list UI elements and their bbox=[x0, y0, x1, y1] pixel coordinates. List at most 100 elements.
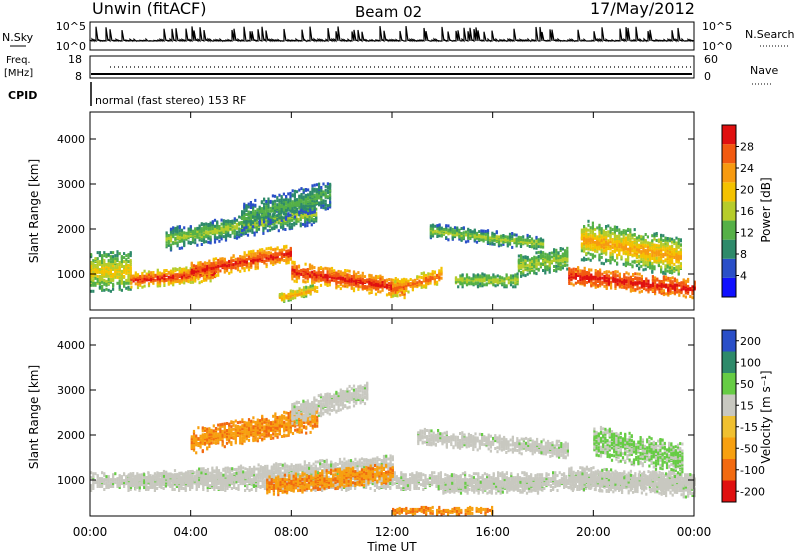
power-cell bbox=[587, 220, 589, 223]
power-cell bbox=[597, 284, 599, 287]
power-cell bbox=[329, 274, 331, 277]
power-cell bbox=[201, 233, 203, 236]
power-cell bbox=[560, 262, 562, 265]
power-cell bbox=[610, 287, 612, 290]
power-cell bbox=[327, 189, 329, 192]
power-cell bbox=[484, 277, 486, 280]
power-cell bbox=[192, 230, 194, 233]
power-cell bbox=[366, 278, 368, 281]
power-cell bbox=[479, 282, 481, 285]
power-cell bbox=[201, 243, 203, 246]
power-cell bbox=[467, 233, 469, 236]
power-cell bbox=[489, 242, 491, 245]
power-cell bbox=[614, 226, 616, 229]
power-cell bbox=[250, 255, 252, 258]
power-cell bbox=[311, 211, 313, 214]
power-cell bbox=[255, 265, 257, 268]
nsky-tick-bottom: 10^0 bbox=[56, 40, 86, 53]
power-cell bbox=[562, 264, 564, 267]
power-cell bbox=[587, 258, 589, 261]
power-cell bbox=[439, 234, 441, 237]
power-cell bbox=[620, 246, 622, 249]
power-cell bbox=[327, 267, 329, 270]
power-cell bbox=[643, 280, 645, 283]
power-cell bbox=[309, 263, 311, 266]
power-cell bbox=[294, 290, 296, 293]
power-cell bbox=[179, 279, 181, 282]
power-cell bbox=[434, 230, 436, 233]
power-cell bbox=[529, 258, 531, 261]
power-cell bbox=[364, 285, 366, 288]
power-cell bbox=[327, 204, 329, 207]
power-cell bbox=[538, 268, 540, 271]
power-cell bbox=[325, 207, 327, 210]
power-cell bbox=[174, 277, 176, 280]
power-cell bbox=[509, 233, 511, 236]
power-cell bbox=[322, 199, 324, 202]
power-cell bbox=[507, 236, 509, 239]
power-cell bbox=[172, 268, 174, 271]
power-cell bbox=[179, 247, 181, 250]
power-cell bbox=[640, 258, 642, 261]
power-cell bbox=[267, 203, 269, 206]
power-cell bbox=[307, 268, 309, 271]
power-cell bbox=[291, 223, 293, 226]
power-cell bbox=[459, 274, 461, 277]
power-cell bbox=[300, 209, 302, 212]
power-cell bbox=[335, 285, 337, 288]
power-cell bbox=[675, 265, 677, 268]
power-cell bbox=[97, 257, 99, 260]
power-cell bbox=[108, 289, 110, 292]
power-cell bbox=[544, 272, 546, 275]
power-cell bbox=[667, 270, 669, 273]
power-cell bbox=[573, 268, 575, 271]
power-cell bbox=[463, 234, 465, 237]
power-cell bbox=[522, 270, 524, 273]
power-cell bbox=[661, 290, 663, 293]
power-cell bbox=[432, 270, 434, 273]
power-cell bbox=[535, 256, 537, 259]
power-cell bbox=[414, 279, 416, 282]
power-cell bbox=[360, 279, 362, 282]
power-cell bbox=[445, 236, 447, 239]
power-cell bbox=[641, 290, 643, 293]
power-cell bbox=[590, 259, 592, 262]
power-cell bbox=[121, 255, 123, 258]
power-cell bbox=[94, 277, 96, 280]
power-cell bbox=[287, 198, 289, 201]
power-cell bbox=[687, 278, 689, 281]
power-cell bbox=[116, 253, 118, 256]
power-cell bbox=[267, 214, 269, 217]
power-cell bbox=[273, 223, 275, 226]
power-cell bbox=[542, 251, 544, 254]
power-cell bbox=[267, 201, 269, 204]
power-cell bbox=[307, 200, 309, 203]
power-cell bbox=[551, 252, 553, 255]
power-cell bbox=[313, 218, 315, 221]
power-cell bbox=[640, 235, 642, 238]
power-cell bbox=[386, 284, 388, 287]
power-cell bbox=[181, 229, 183, 232]
power-cell bbox=[250, 206, 252, 209]
power-cell bbox=[540, 262, 542, 265]
power-cell bbox=[614, 243, 616, 246]
power-cell bbox=[557, 267, 559, 270]
power-cell bbox=[584, 267, 586, 270]
power-cell bbox=[512, 274, 514, 277]
power-cell bbox=[601, 235, 603, 238]
power-cell bbox=[485, 230, 487, 233]
power-cell bbox=[631, 260, 633, 263]
power-cell bbox=[110, 251, 112, 254]
power-cell bbox=[658, 244, 660, 247]
power-cell bbox=[423, 272, 425, 275]
power-cell bbox=[669, 270, 671, 273]
power-cell bbox=[313, 270, 315, 273]
power-cell bbox=[656, 251, 658, 254]
power-cell bbox=[388, 278, 390, 281]
power-cell bbox=[204, 261, 206, 264]
power-cell bbox=[207, 231, 209, 234]
power-cell bbox=[656, 244, 658, 247]
power-cell bbox=[125, 263, 127, 266]
power-cell bbox=[514, 285, 516, 288]
